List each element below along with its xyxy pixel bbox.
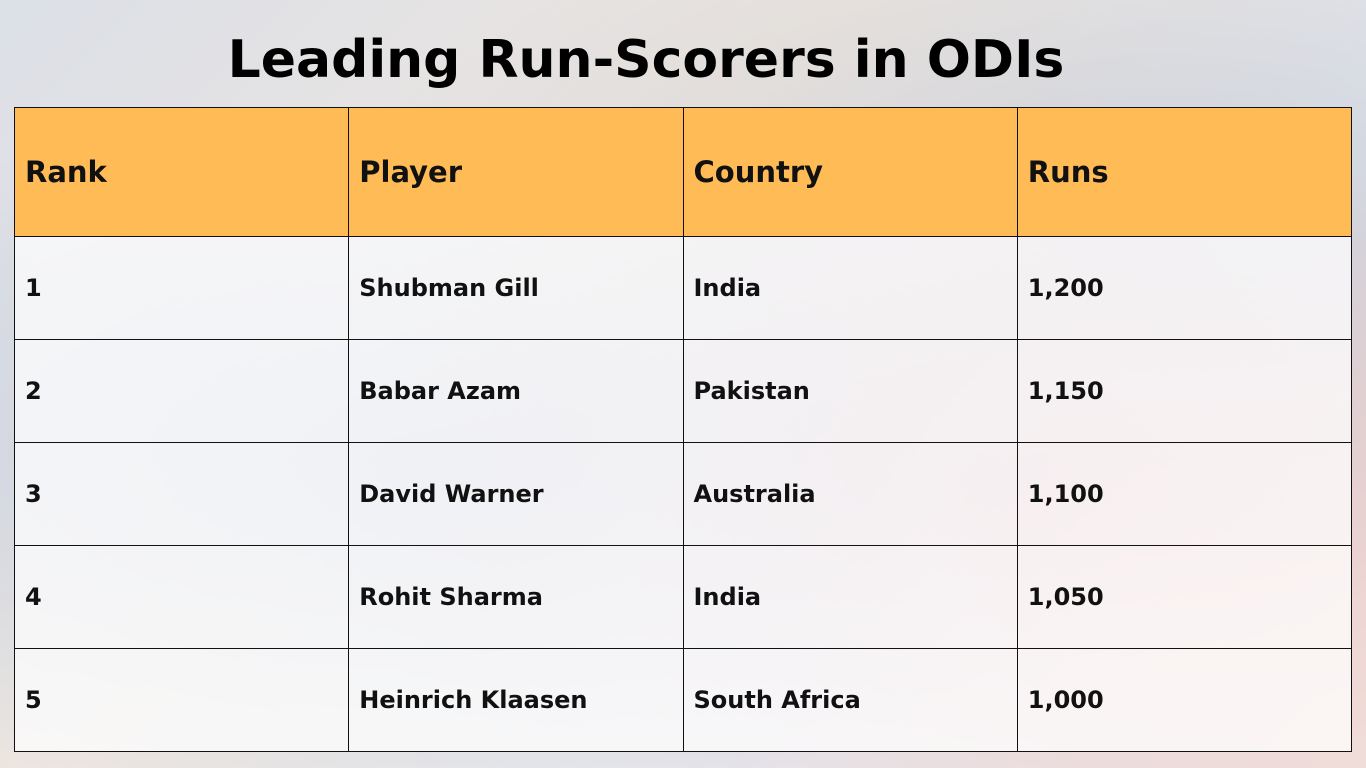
table-cell: Shubman Gill [348, 236, 684, 340]
table-cell: Rohit Sharma [348, 545, 684, 649]
column-header: Country [682, 107, 1018, 237]
table-cell: 1,150 [1016, 339, 1353, 443]
table-cell: India [682, 545, 1018, 649]
table-cell: David Warner [348, 442, 684, 546]
table-cell: 1,000 [1016, 648, 1353, 752]
table-head: Rank Player Country Runs [13, 107, 1353, 237]
table-row: 4 Rohit Sharma India 1,050 [13, 545, 1353, 649]
table-cell: India [682, 236, 1018, 340]
table-cell: Australia [682, 442, 1018, 546]
table-row: 2 Babar Azam Pakistan 1,150 [13, 339, 1353, 443]
table-cell: 1 [13, 236, 350, 340]
table-body: 1 Shubman Gill India 1,200 2 Babar Azam Pakist… [13, 236, 1353, 752]
table-cell: Heinrich Klaasen [348, 648, 684, 752]
table-cell: South Africa [682, 648, 1018, 752]
table-row: 5 Heinrich Klaasen South Africa 1,000 [13, 648, 1353, 752]
table-cell: 4 [13, 545, 350, 649]
table-cell: 1,100 [1016, 442, 1353, 546]
table-cell: 3 [13, 442, 350, 546]
table-cell: 1,200 [1016, 236, 1353, 340]
column-header: Player [348, 107, 684, 237]
runs-table: Rank Player Country Runs 1 Shubman Gill India… [13, 107, 1353, 752]
table-cell: Pakistan [682, 339, 1018, 443]
table-row: 3 David Warner Australia 1,100 [13, 442, 1353, 546]
table-cell: Babar Azam [348, 339, 684, 443]
table-cell: 1,050 [1016, 545, 1353, 649]
table-row: 1 Shubman Gill India 1,200 [13, 236, 1353, 340]
page-title: Leading Run-Scorers in ODIs [227, 30, 1065, 90]
column-header: Runs [1016, 107, 1353, 237]
table-cell: 2 [13, 339, 350, 443]
header-row: Rank Player Country Runs [13, 107, 1353, 237]
table-cell: 5 [13, 648, 350, 752]
column-header: Rank [13, 107, 350, 237]
